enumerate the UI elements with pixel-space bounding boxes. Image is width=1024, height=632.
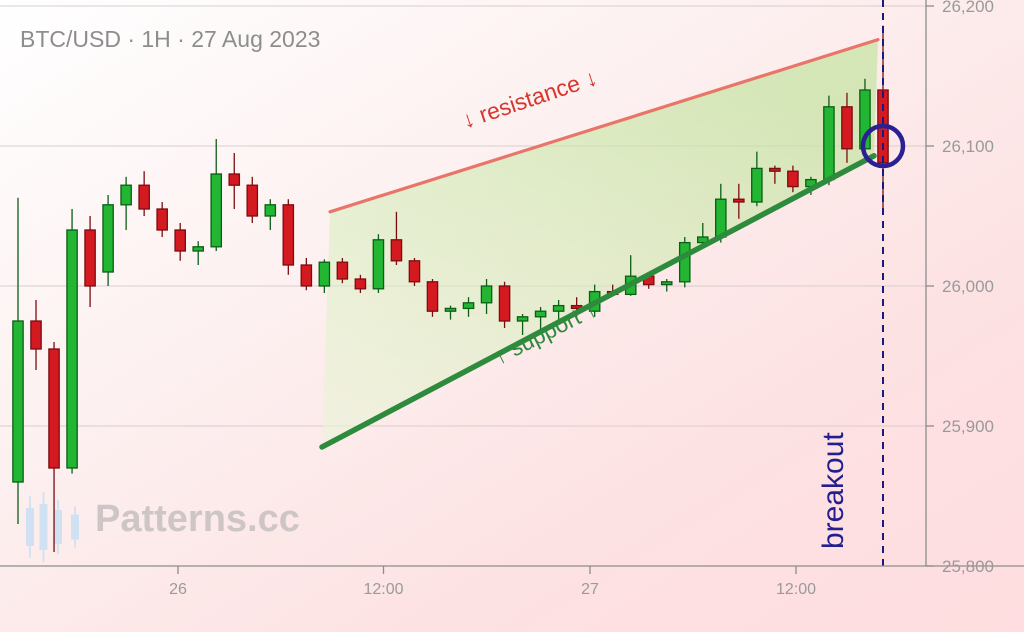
svg-text:25,900: 25,900 bbox=[942, 417, 994, 436]
svg-text:12:00: 12:00 bbox=[363, 581, 403, 598]
svg-text:25,800: 25,800 bbox=[942, 557, 994, 576]
svg-text:26,000: 26,000 bbox=[942, 277, 994, 296]
svg-text:26,200: 26,200 bbox=[942, 0, 994, 16]
svg-text:27: 27 bbox=[581, 581, 599, 598]
svg-text:12:00: 12:00 bbox=[776, 581, 816, 598]
svg-text:26: 26 bbox=[169, 581, 187, 598]
svg-text:26,100: 26,100 bbox=[942, 137, 994, 156]
